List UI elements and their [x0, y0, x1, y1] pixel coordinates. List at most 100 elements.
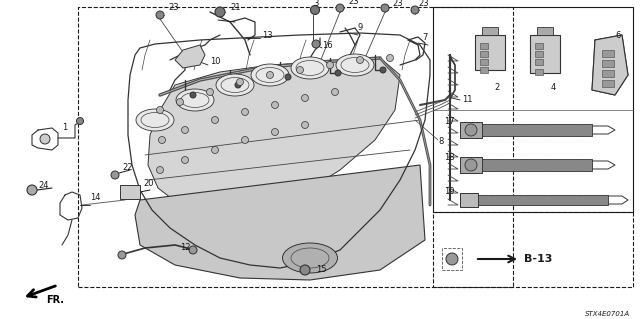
- Circle shape: [182, 157, 189, 164]
- Circle shape: [211, 116, 218, 123]
- Circle shape: [215, 7, 225, 17]
- Circle shape: [380, 67, 386, 73]
- Circle shape: [241, 108, 248, 115]
- Circle shape: [411, 6, 419, 14]
- Text: 1: 1: [62, 123, 67, 132]
- Bar: [480, 59, 488, 65]
- Text: 9: 9: [358, 24, 364, 33]
- Bar: [535, 43, 543, 49]
- Circle shape: [182, 127, 189, 133]
- Circle shape: [157, 167, 163, 174]
- Bar: [442, 248, 462, 270]
- Bar: [433, 212, 633, 287]
- Circle shape: [312, 40, 320, 48]
- Circle shape: [301, 94, 308, 101]
- Bar: [602, 80, 614, 87]
- Text: 12: 12: [180, 243, 190, 253]
- Circle shape: [271, 129, 278, 136]
- Text: FR.: FR.: [46, 295, 64, 305]
- Polygon shape: [135, 165, 425, 280]
- Text: 24: 24: [38, 181, 49, 189]
- Bar: [602, 60, 614, 67]
- Bar: [460, 193, 478, 207]
- Text: 13: 13: [262, 32, 273, 41]
- Bar: [480, 43, 488, 49]
- Ellipse shape: [336, 54, 374, 76]
- Bar: [478, 195, 608, 205]
- Bar: [535, 59, 543, 65]
- Polygon shape: [592, 35, 628, 95]
- Circle shape: [446, 253, 458, 265]
- Text: 19: 19: [445, 188, 455, 197]
- Bar: [535, 51, 543, 57]
- Ellipse shape: [216, 74, 254, 96]
- Bar: [482, 27, 498, 35]
- Bar: [535, 69, 543, 75]
- Circle shape: [237, 78, 243, 85]
- Circle shape: [465, 124, 477, 136]
- Circle shape: [207, 88, 214, 95]
- Ellipse shape: [291, 57, 329, 79]
- Text: 3: 3: [313, 0, 318, 9]
- Ellipse shape: [251, 64, 289, 86]
- Ellipse shape: [176, 89, 214, 111]
- Circle shape: [326, 62, 333, 69]
- Text: 21: 21: [230, 4, 241, 12]
- Ellipse shape: [136, 109, 174, 131]
- Text: 23: 23: [418, 0, 429, 9]
- Text: 10: 10: [210, 57, 221, 66]
- Circle shape: [156, 11, 164, 19]
- Bar: [433, 7, 633, 212]
- Circle shape: [310, 5, 319, 14]
- Text: 8: 8: [438, 137, 444, 146]
- Circle shape: [300, 265, 310, 275]
- Text: 6: 6: [615, 31, 620, 40]
- Text: 18: 18: [444, 152, 455, 161]
- Circle shape: [77, 117, 83, 124]
- Bar: [460, 157, 482, 173]
- Circle shape: [387, 55, 394, 62]
- Circle shape: [296, 66, 303, 73]
- Circle shape: [266, 71, 273, 78]
- Bar: [480, 51, 488, 57]
- Polygon shape: [175, 45, 205, 68]
- Ellipse shape: [282, 243, 337, 273]
- Circle shape: [157, 107, 163, 114]
- Bar: [602, 50, 614, 57]
- Circle shape: [190, 92, 196, 98]
- Bar: [602, 70, 614, 77]
- Circle shape: [332, 88, 339, 95]
- Circle shape: [177, 99, 184, 106]
- Circle shape: [465, 159, 477, 171]
- Bar: [482, 159, 592, 171]
- Polygon shape: [148, 58, 400, 215]
- Text: 22: 22: [122, 164, 132, 173]
- Circle shape: [241, 137, 248, 144]
- Circle shape: [159, 137, 166, 144]
- Bar: [480, 67, 488, 73]
- Text: 23: 23: [392, 0, 403, 8]
- Bar: [120, 185, 140, 199]
- Bar: [78, 7, 513, 287]
- Circle shape: [301, 122, 308, 129]
- Text: 7: 7: [422, 33, 428, 42]
- Circle shape: [40, 134, 50, 144]
- Text: 23: 23: [168, 4, 179, 12]
- Circle shape: [381, 4, 389, 12]
- Bar: [482, 124, 592, 136]
- Bar: [460, 122, 482, 138]
- Circle shape: [118, 251, 126, 259]
- Circle shape: [211, 146, 218, 153]
- Bar: [530, 35, 560, 73]
- Text: 20: 20: [143, 179, 154, 188]
- Circle shape: [189, 246, 197, 254]
- Circle shape: [111, 171, 119, 179]
- Text: 17: 17: [444, 117, 455, 127]
- Circle shape: [235, 82, 241, 88]
- Text: 4: 4: [550, 84, 556, 93]
- Text: STX4E0701A: STX4E0701A: [585, 311, 630, 317]
- Circle shape: [271, 101, 278, 108]
- Bar: [537, 27, 553, 35]
- Text: B-13: B-13: [524, 254, 552, 264]
- Text: 16: 16: [322, 41, 333, 50]
